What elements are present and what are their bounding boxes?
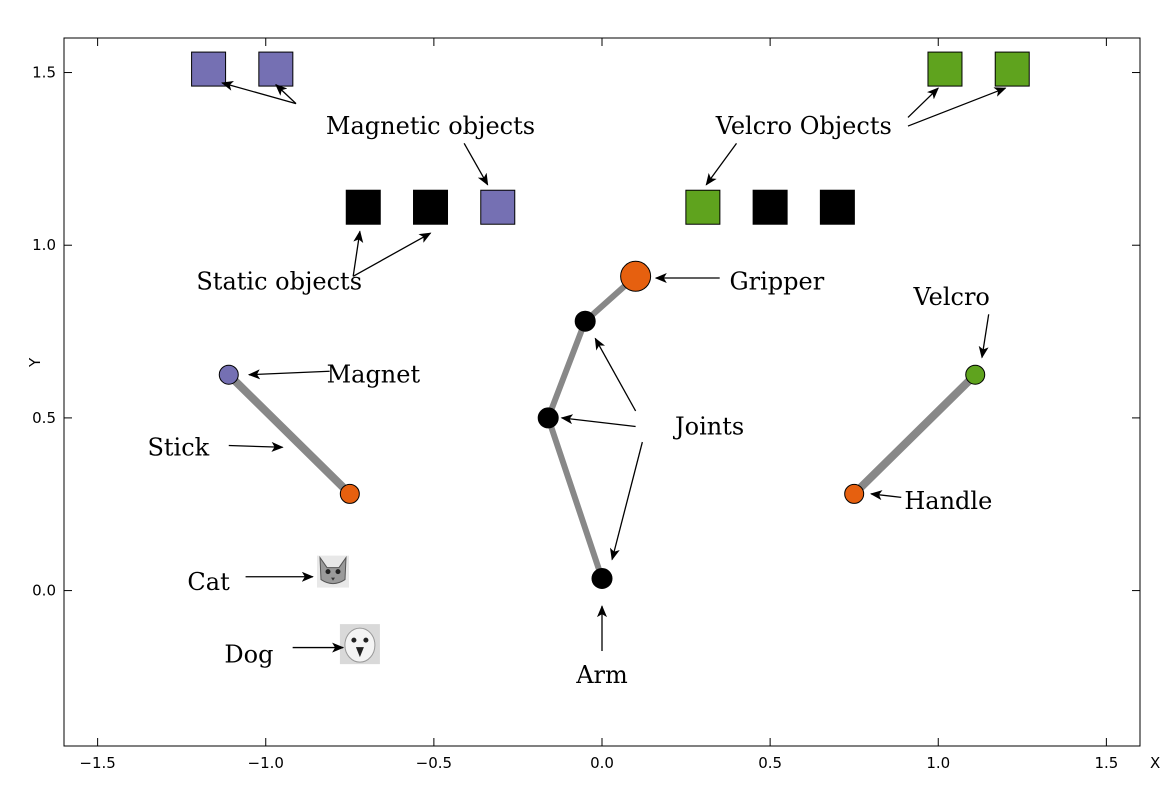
x-tick-label: −0.5	[416, 754, 452, 772]
stick-handle	[339, 483, 360, 504]
annotation-arrow	[978, 314, 990, 359]
gripper-label: Gripper	[729, 267, 824, 295]
y-tick-label: 1.0	[32, 236, 56, 254]
magnetic-object	[480, 189, 516, 225]
objects	[191, 51, 1030, 225]
velcro-objects-label: Velcro Objects	[715, 112, 892, 140]
annotation-arrow	[609, 441, 643, 561]
magnet-end	[218, 364, 239, 385]
stick-handle	[844, 483, 865, 504]
static-objects-label: Static objects	[196, 267, 362, 295]
x-tick-label: 0.5	[758, 754, 782, 772]
handle-label: Handle	[904, 487, 992, 515]
stick-rod	[850, 370, 980, 498]
annotation-arrow	[705, 142, 738, 186]
cat-image	[317, 555, 349, 588]
y-tick-label: 1.5	[32, 64, 56, 82]
magnet-label: Magnet	[327, 361, 421, 389]
dog-eye	[363, 637, 369, 643]
annotation-arrow	[247, 369, 330, 380]
dog-image	[339, 624, 380, 665]
stick-rod	[224, 370, 354, 498]
magnetic-object	[258, 51, 294, 87]
annotation-arrow	[228, 441, 284, 452]
velcro-label: Velcro	[913, 283, 990, 311]
arm-links	[545, 274, 638, 580]
y-tick-label: 0.5	[32, 409, 56, 427]
pet-images	[317, 555, 380, 665]
velcro-object	[994, 51, 1030, 87]
annotation-arrow	[870, 490, 902, 501]
annotation-labels: Magnetic objects Velcro Objects Static obj…	[147, 112, 992, 689]
velcro-end	[965, 364, 986, 385]
arm-joint	[537, 407, 559, 429]
dog-label: Dog	[224, 640, 273, 668]
annotation-arrow	[352, 230, 364, 277]
cat-eye	[325, 569, 331, 575]
magnetic-objects-label: Magnetic objects	[326, 112, 535, 140]
axis-ticks: −1.5 −1.0 −0.5 0.0 0.5 1.0 1.5 0.0 0.5 1.0 1.5	[32, 38, 1140, 772]
annotation-arrow	[221, 81, 297, 105]
static-object	[345, 189, 381, 225]
dog-nose	[355, 647, 364, 658]
annotation-arrow	[463, 143, 489, 186]
annotation-arrow	[560, 414, 636, 428]
gripper	[620, 260, 652, 292]
x-tick-label: −1.5	[79, 754, 115, 772]
arm-label: Arm	[575, 661, 628, 689]
annotation-arrow	[352, 232, 432, 277]
velcro-object	[927, 51, 963, 87]
static-object	[752, 189, 788, 225]
joints-label: Joints	[672, 413, 744, 441]
static-object	[413, 189, 449, 225]
annotation-arrow	[594, 337, 637, 412]
x-tick-label: 1.0	[926, 754, 950, 772]
sticks	[218, 364, 986, 504]
magnetic-object	[191, 51, 227, 87]
cat-eye	[335, 569, 341, 575]
x-tick-label: 1.5	[1094, 754, 1118, 772]
annotation-arrow	[907, 87, 1007, 127]
dog-eye	[351, 637, 357, 643]
cat-label: Cat	[187, 568, 230, 596]
cat-face	[319, 555, 347, 585]
x-tick-label: −1.0	[248, 754, 284, 772]
stick-label: Stick	[147, 433, 209, 461]
arm-joint	[574, 310, 596, 332]
x-tick-label: 0.0	[590, 754, 614, 772]
static-object	[819, 189, 855, 225]
dog-face	[344, 627, 376, 663]
annotation-arrows	[221, 81, 1007, 653]
annotation-arrow	[275, 83, 297, 105]
robot-arm	[537, 260, 652, 589]
cat-nose	[331, 577, 335, 581]
y-axis-label: Y	[26, 357, 44, 368]
annotation-arrow	[907, 87, 939, 118]
y-tick-label: 0.0	[32, 582, 56, 600]
x-axis-label: X	[1150, 754, 1160, 772]
arm-base	[591, 567, 613, 589]
velcro-object	[685, 189, 721, 225]
